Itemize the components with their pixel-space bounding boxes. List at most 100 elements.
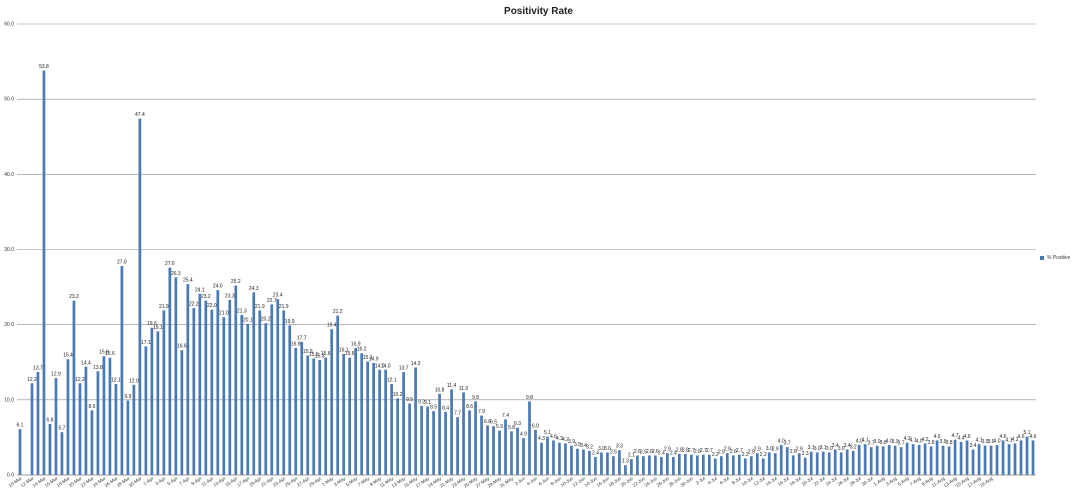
data-label: 3.7 — [898, 441, 905, 447]
y-tick-label: 60.0 — [4, 22, 14, 28]
bar — [486, 425, 489, 475]
bar — [833, 449, 837, 475]
y-tick-label: 40.0 — [4, 172, 14, 178]
bar — [689, 454, 693, 475]
data-label: 3.9 — [940, 439, 947, 445]
data-label: 23.2 — [69, 294, 79, 300]
bar — [815, 452, 819, 475]
bar — [36, 372, 40, 475]
data-label: 15.9 — [303, 349, 313, 355]
data-label: 4.1 — [1006, 438, 1013, 444]
legend-label: % Positive — [1047, 255, 1071, 261]
bar — [456, 417, 459, 475]
bar — [132, 384, 136, 475]
data-label: 14.9 — [369, 357, 379, 363]
data-label: 3.8 — [880, 440, 887, 446]
bar — [510, 431, 513, 475]
bar — [965, 440, 969, 475]
bar — [737, 454, 741, 475]
bar — [18, 429, 22, 475]
data-label: 20.1 — [243, 317, 253, 323]
x-tick-label: 1-May — [321, 475, 335, 487]
bar — [114, 384, 118, 475]
data-label: 6.8 — [46, 417, 53, 423]
x-tick-label: 6-Jul — [719, 476, 730, 486]
bar — [893, 445, 897, 475]
data-label: 2.8 — [676, 447, 683, 453]
bar — [396, 398, 399, 475]
x-tick-label: 1-Aug — [873, 475, 886, 486]
bar — [66, 359, 70, 475]
bar — [534, 429, 537, 475]
data-label: 3.0 — [826, 446, 833, 452]
bars — [18, 70, 1035, 476]
bar — [779, 444, 783, 475]
bar — [96, 371, 100, 475]
bar — [330, 329, 334, 475]
bar — [216, 290, 220, 475]
data-label: 4.3 — [904, 436, 911, 442]
bar — [624, 465, 627, 475]
data-label: 4.2 — [1012, 437, 1019, 443]
x-tick-label: 9-Aug — [921, 475, 934, 486]
data-label: 12.1 — [387, 378, 397, 384]
bar — [54, 378, 58, 475]
bar — [917, 444, 921, 475]
x-tick-label: 2-Jun — [514, 475, 527, 486]
bar — [150, 327, 154, 475]
bar — [959, 441, 963, 475]
bar — [869, 447, 873, 475]
data-label: 3.0 — [814, 446, 821, 452]
data-label: 3.4 — [970, 443, 977, 449]
x-tick-label: 30-Mar — [128, 475, 143, 488]
data-label: 3.0 — [598, 446, 605, 452]
data-label: 23.3 — [225, 293, 235, 299]
data-label: 20.2 — [261, 317, 271, 323]
bar — [378, 369, 381, 475]
x-tick-label: 4-Jun — [526, 475, 539, 486]
bar — [474, 401, 477, 475]
data-label: 15.5 — [309, 352, 319, 358]
data-label: 5.9 — [496, 424, 503, 430]
bar — [78, 383, 82, 475]
x-tick-label: 12-Jul — [753, 476, 766, 487]
bar — [899, 447, 903, 475]
bar — [144, 346, 148, 475]
bar — [228, 299, 232, 475]
x-tick-label: 29-Apr — [308, 475, 323, 487]
bar — [947, 446, 951, 475]
x-tick-label: 5-May — [345, 475, 359, 487]
bar — [797, 453, 801, 475]
chart-title: Positivity Rate — [504, 6, 573, 17]
bar — [929, 446, 933, 475]
data-label: 12.0 — [129, 378, 139, 384]
bar — [803, 457, 807, 475]
x-tick-label: 3-May — [333, 475, 347, 487]
bar — [102, 356, 106, 475]
x-tick-label: 30-Jun — [680, 475, 695, 487]
bar — [1007, 444, 1011, 475]
data-label: 2.7 — [700, 448, 707, 454]
data-label: 11.0 — [459, 386, 469, 392]
x-tick-label: 9-Apr — [190, 475, 202, 486]
x-tick-label: 28-Jul — [849, 476, 862, 487]
data-label: 12.9 — [51, 372, 61, 378]
bar — [941, 445, 945, 475]
data-label: 4.1 — [862, 438, 869, 444]
bar — [713, 458, 717, 475]
bar — [72, 300, 76, 475]
x-tick-label: 5-Apr — [166, 475, 178, 486]
data-label: 2.2 — [760, 452, 767, 458]
bar — [552, 440, 555, 475]
bar — [666, 453, 669, 475]
data-label: 3.3 — [616, 444, 623, 450]
x-tick-label: 24-Jul — [825, 476, 838, 487]
data-label: 4.9 — [520, 432, 527, 438]
bar — [588, 450, 591, 475]
data-label: 10.8 — [435, 387, 445, 393]
bar — [839, 452, 843, 475]
data-label: 14.0 — [375, 363, 385, 369]
bar — [678, 453, 681, 475]
bar — [198, 293, 202, 475]
data-label: 3.4 — [832, 443, 839, 449]
